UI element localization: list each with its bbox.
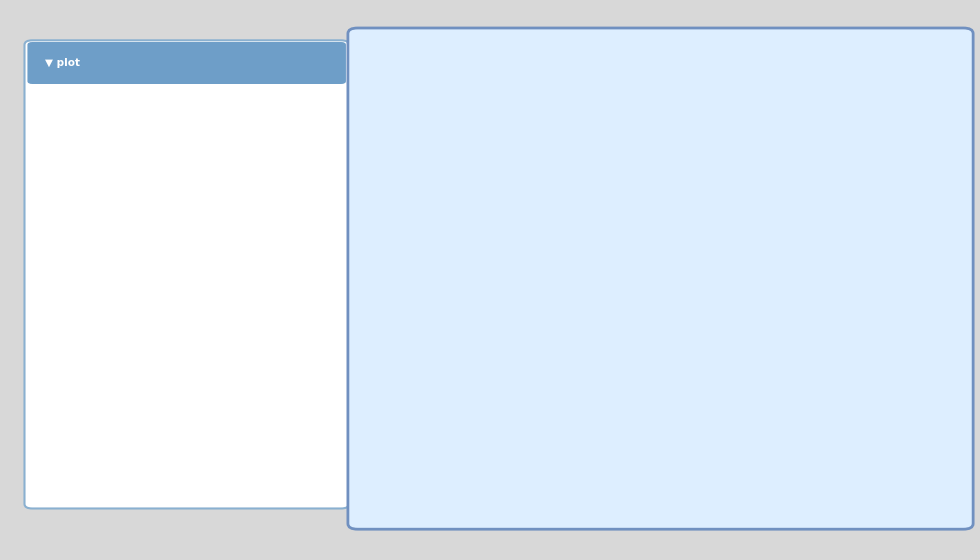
Text: P: P (570, 395, 576, 404)
FancyBboxPatch shape (786, 366, 861, 393)
Text: ⓘ: ⓘ (800, 367, 806, 376)
Text: ⓘ: ⓘ (876, 293, 881, 302)
Text: r3: r3 (514, 179, 524, 189)
FancyBboxPatch shape (786, 170, 861, 195)
FancyBboxPatch shape (879, 307, 951, 337)
FancyBboxPatch shape (580, 366, 656, 393)
FancyBboxPatch shape (580, 148, 656, 175)
Text: Cdc25: Cdc25 (892, 317, 927, 327)
FancyBboxPatch shape (541, 81, 611, 112)
Text: ⓘ: ⓘ (800, 146, 806, 155)
Text: ⓘ: ⓘ (594, 146, 600, 155)
Text: AA: AA (706, 90, 724, 102)
FancyBboxPatch shape (580, 170, 656, 195)
Text: r5: r5 (715, 194, 725, 204)
Text: ⓘ: ⓘ (676, 293, 681, 302)
Text: Wee1: Wee1 (700, 248, 736, 260)
FancyBboxPatch shape (388, 179, 461, 210)
FancyBboxPatch shape (786, 148, 861, 175)
Text: Cdc2: Cdc2 (808, 155, 840, 168)
Title: CycB, MPFp, pMPFp: CycB, MPFp, pMPFp (141, 90, 256, 102)
Text: AA: AA (413, 90, 430, 102)
Circle shape (736, 312, 757, 332)
FancyBboxPatch shape (680, 238, 756, 270)
FancyBboxPatch shape (393, 81, 450, 112)
Text: P: P (744, 318, 749, 326)
X-axis label: Time (minutes): Time (minutes) (156, 490, 241, 500)
Text: r7: r7 (598, 284, 609, 295)
Text: ⊕⊗↑: ⊕⊗↑ (413, 66, 430, 72)
Text: P: P (866, 375, 872, 384)
Text: ⓘ: ⓘ (591, 367, 597, 376)
Circle shape (858, 370, 880, 389)
Text: ▼ plot: ▼ plot (45, 58, 80, 68)
Text: ⓘ: ⓘ (399, 162, 404, 171)
Text: Cdc25: Cdc25 (692, 317, 727, 327)
Text: CycB: CycB (560, 90, 592, 102)
Text: Cdc2: Cdc2 (602, 155, 634, 168)
FancyBboxPatch shape (484, 238, 559, 270)
Circle shape (858, 152, 880, 171)
Circle shape (936, 312, 956, 332)
Text: P: P (866, 157, 872, 166)
Text: ⓘ: ⓘ (570, 367, 575, 376)
Text: ⓘ: ⓘ (691, 224, 697, 233)
Text: r8: r8 (586, 221, 596, 231)
Text: CycB: CycB (808, 394, 840, 407)
FancyBboxPatch shape (687, 81, 744, 112)
FancyBboxPatch shape (786, 388, 861, 413)
Text: P: P (943, 318, 949, 326)
Text: r13: r13 (712, 372, 728, 381)
Text: Cdc2: Cdc2 (602, 373, 634, 386)
Text: r16: r16 (787, 221, 803, 231)
Text: Cdc2: Cdc2 (409, 188, 440, 200)
Y-axis label: Species amount (nM): Species amount (nM) (35, 225, 45, 343)
Text: r7: r7 (638, 304, 649, 314)
Circle shape (563, 390, 584, 409)
Text: Wee1: Wee1 (503, 248, 540, 260)
Text: CycB: CycB (808, 176, 840, 189)
Text: CycB: CycB (602, 176, 634, 189)
Text: r17: r17 (840, 304, 857, 314)
Text: ⓘ: ⓘ (494, 224, 500, 233)
Text: r1: r1 (490, 81, 500, 91)
Text: r12: r12 (712, 412, 729, 421)
FancyBboxPatch shape (679, 307, 751, 337)
Text: r2: r2 (643, 81, 654, 91)
Text: Cdc2: Cdc2 (808, 373, 840, 386)
Text: ⓘ: ⓘ (612, 367, 617, 376)
Circle shape (768, 390, 790, 409)
Text: P: P (776, 395, 782, 404)
Text: CycB: CycB (602, 394, 634, 407)
Text: ⊕⊗↑: ⊕⊗↑ (566, 66, 584, 72)
Text: ⓘ: ⓘ (779, 367, 784, 376)
Text: r6: r6 (715, 154, 725, 164)
FancyBboxPatch shape (580, 388, 656, 413)
